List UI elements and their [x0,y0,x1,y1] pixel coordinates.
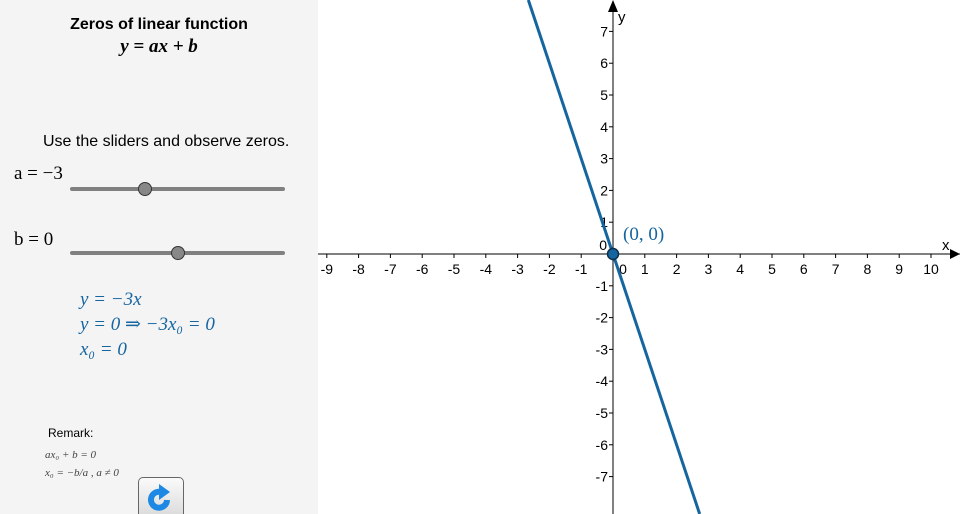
x-tick-label: -2 [543,261,556,277]
y-axis-arrow [608,0,618,12]
control-panel: Zeros of linear function y = ax + b Use … [0,0,318,514]
y-tick-label: -1 [596,278,609,294]
slider-a-label: a = −3 [14,163,63,184]
y-tick-label: 1 [600,214,608,230]
x-tick-label: 6 [800,261,808,277]
instruction-text: Use the sliders and observe zeros. [43,133,290,150]
slider-a-handle[interactable] [138,182,153,196]
x-tick-label: 2 [673,261,681,277]
y-tick-label: 3 [600,151,608,167]
remark-line: x₀ = −b/a , a ≠ 0 [45,467,119,479]
function-formula: y = ax + b [120,36,198,57]
x-tick-label: -7 [384,261,397,277]
y-tick-label: -2 [596,310,609,326]
y-tick-label: 5 [600,87,608,103]
slider-b-label: b = 0 [14,229,54,250]
step-result: x₀ = 0 [80,339,127,360]
y-tick-label: 7 [600,23,608,39]
x-tick-label: -8 [352,261,365,277]
y-tick-label: -4 [596,373,609,389]
solution-steps: y = −3x y = 0 ⇒ −3x₀ = 0 x₀ = 0 [80,287,215,362]
x-tick-label: -5 [448,261,461,277]
y-axis-label: y [618,9,626,26]
x-tick-label: 8 [864,261,872,277]
y-tick-label: 4 [600,119,608,135]
x-tick-label: 5 [768,261,776,277]
y-tick-label: 0 [599,237,607,253]
remark-formulas: ax₀ + b = 0 x₀ = −b/a , a ≠ 0 [45,446,119,482]
y-tick-label: -6 [596,437,609,453]
step-zero-condition: y = 0 ⇒ −3x₀ = 0 [80,314,215,335]
reset-button[interactable] [138,477,184,514]
slider-a-track[interactable] [70,182,285,196]
x-tick-label: 10 [923,261,939,277]
slider-b-track[interactable] [70,246,285,260]
x-tick-label: -9 [321,261,334,277]
x-tick-label: 3 [705,261,713,277]
refresh-icon [148,484,170,511]
step-equation: y = −3x [80,289,142,310]
remark-title: Remark: [48,426,94,440]
x-tick-label: 7 [832,261,840,277]
y-tick-label: 2 [600,182,608,198]
y-tick-label: -3 [596,341,609,357]
y-tick-label: 6 [600,55,608,71]
x-axis-label: x [942,237,950,254]
x-tick-label: 1 [641,261,649,277]
y-tick-label: -5 [596,405,609,421]
graphics-view[interactable]: xy-9 -8 -7 -6 -5 -4 -3 -2 -1 0 1 2 3 4 5 6 7 8 9 1076543210… [318,0,960,514]
remark-line: ax₀ + b = 0 [45,449,97,461]
x-tick-label: 0 [619,261,627,277]
x-tick-label: -4 [480,261,493,277]
x-axis-arrow [950,249,960,259]
zero-point-label: (0, 0) [623,224,664,245]
y-tick-label: -7 [596,469,609,485]
x-tick-label: -6 [416,261,429,277]
x-tick-label: -1 [575,261,588,277]
slider-b-handle[interactable] [170,246,185,260]
zero-point [606,247,620,261]
app-title: Zeros of linear function [70,16,248,33]
x-tick-label: 9 [895,261,903,277]
x-tick-label: -3 [511,261,524,277]
x-tick-label: 4 [736,261,744,277]
